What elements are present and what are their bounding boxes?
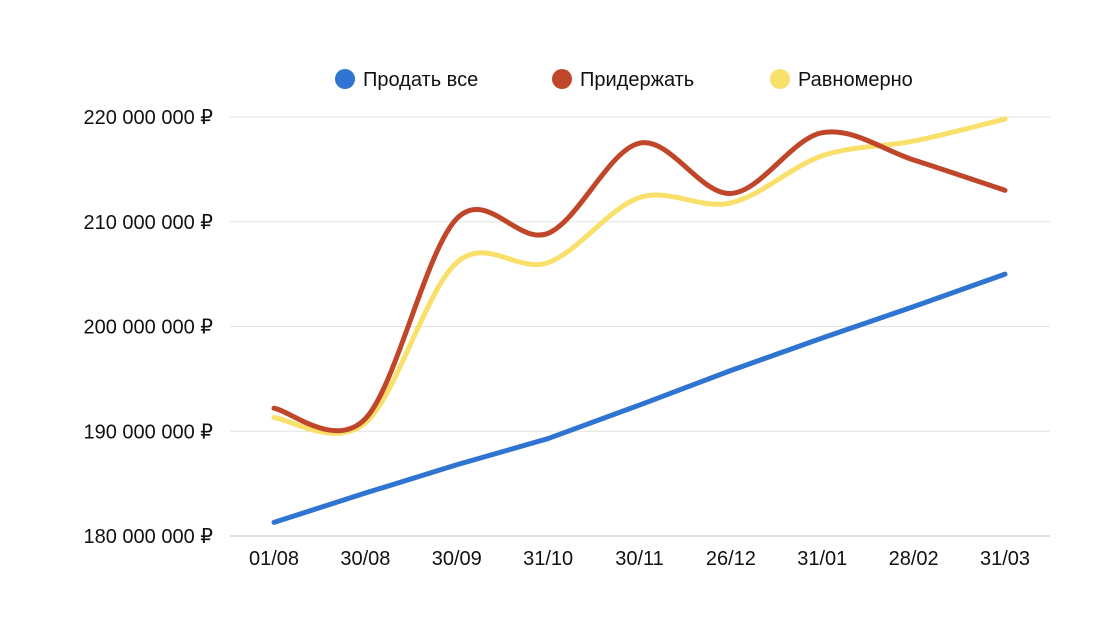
grid-lines [230,116,1050,537]
x-tick-label: 01/08 [249,548,299,570]
y-tick-label: 190 000 000 ₽ [83,421,213,443]
legend-label: Продать все [363,69,478,91]
series-layer [271,116,1008,525]
x-tick-label: 26/12 [706,548,756,570]
legend-marker [770,69,790,89]
x-tick-label: 31/01 [797,548,847,570]
x-tick-label: 30/09 [432,548,482,570]
x-tick-label: 30/11 [615,548,664,570]
y-axis: 180 000 000 ₽ 190 000 000 ₽ 200 000 000 ₽ 2… [83,107,213,548]
x-axis: 01/08 30/08 30/09 31/10 30/11 26/12 31/01 28/02… [249,548,1030,570]
legend-marker [552,69,572,89]
y-tick-label: 200 000 000 ₽ [83,317,213,339]
series-line-0 [271,271,1008,525]
series-line-2 [271,116,1008,436]
x-tick-label: 28/02 [889,548,939,570]
x-tick-label: 30/08 [340,548,390,570]
legend-label: Придержать [580,69,694,91]
legend-marker [335,69,355,89]
y-tick-label: 210 000 000 ₽ [83,212,213,234]
y-tick-label: 220 000 000 ₽ [83,107,213,129]
y-tick-label: 180 000 000 ₽ [83,526,213,548]
series-line-1 [271,129,1008,434]
x-tick-label: 31/10 [523,548,573,570]
x-tick-label: 31/03 [980,548,1030,570]
legend-label: Равномерно [798,69,913,91]
chart-legend: Продать все Придержать Равномерно [335,69,913,91]
